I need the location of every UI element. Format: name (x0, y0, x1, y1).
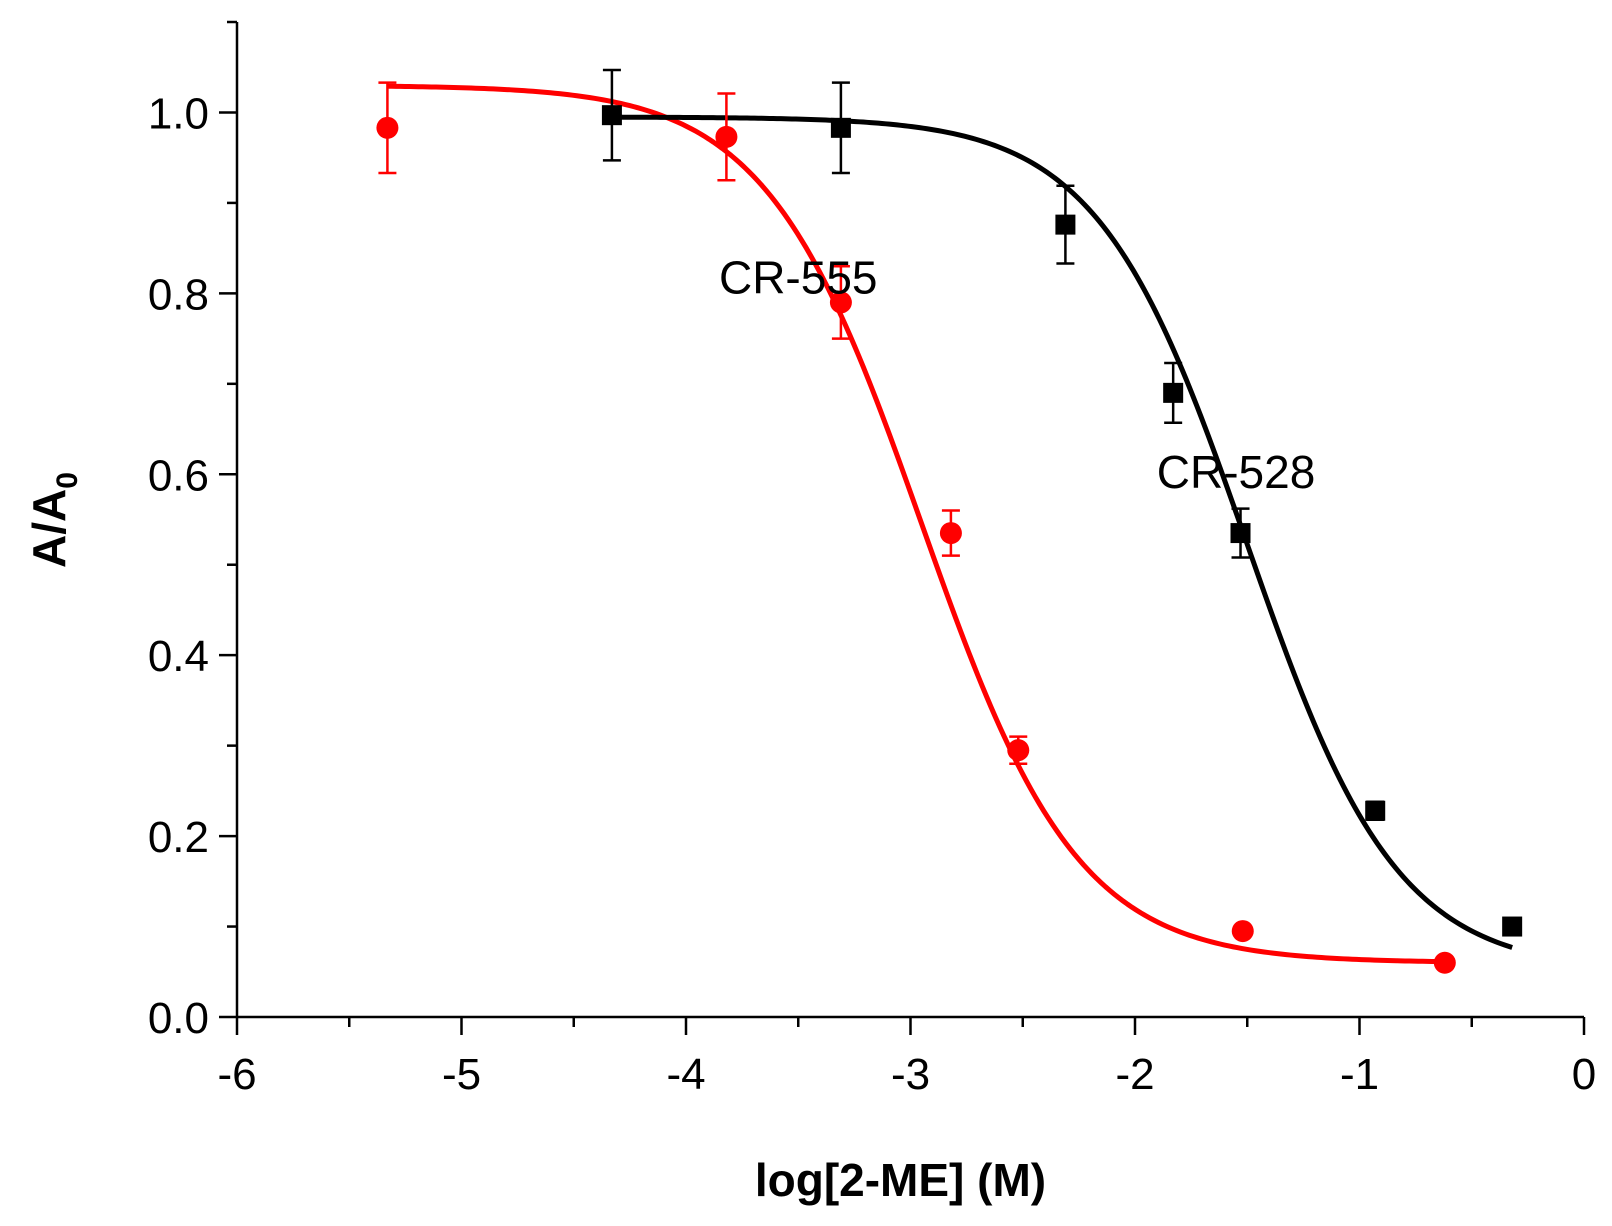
data-point-cr-528 (601, 105, 622, 126)
data-point-cr-528 (830, 117, 851, 138)
series-label-cr-555: CR-555 (719, 251, 878, 303)
y-tick-label: 1.0 (148, 89, 209, 138)
series-label-cr-528: CR-528 (1157, 446, 1316, 498)
labels: CR-555 CR-528 (719, 251, 1315, 497)
y-axis-title-main: A/A (23, 489, 75, 568)
y-axis-title-subscript: 0 (51, 472, 84, 489)
fit-curves (387, 83, 1513, 965)
x-axis-title: log[2-ME] (M) (755, 1154, 1046, 1206)
fit-curve-cr-528 (611, 114, 1513, 950)
x-tick-label: -2 (1115, 1050, 1154, 1099)
y-tick-label: 0.8 (148, 270, 209, 319)
data-point-cr-555 (1007, 739, 1030, 762)
data-point-cr-555 (1433, 951, 1456, 974)
x-tick-label: -3 (891, 1050, 930, 1099)
data-point-cr-555 (715, 125, 738, 148)
data-point-cr-528 (1163, 382, 1184, 403)
data-point-cr-528 (1502, 916, 1523, 937)
y-tick-label: 0.6 (148, 451, 209, 500)
data-point-cr-528 (1365, 800, 1386, 821)
y-tick-label: 0.0 (148, 994, 209, 1043)
data-point-cr-555 (1231, 920, 1254, 943)
data-point-cr-555 (829, 291, 852, 314)
data-points (376, 68, 1523, 974)
x-tick-label: -6 (217, 1050, 256, 1099)
x-tick-label: -4 (666, 1050, 705, 1099)
data-point-cr-528 (1055, 214, 1076, 235)
y-axis-title: A/A0 (23, 472, 84, 568)
axes: -6 -5 -4 -3 -2 -1 0 0.0 0.2 0.4 0.6 0.8 1.0 log[2-ME]… (23, 20, 1596, 1206)
x-tick-label: 0 (1572, 1050, 1596, 1099)
x-tick-label: -5 (442, 1050, 481, 1099)
y-tick-label: 0.4 (148, 632, 209, 681)
x-tick-label: -1 (1340, 1050, 1379, 1099)
data-point-cr-555 (939, 522, 962, 545)
y-tick-label: 0.2 (148, 813, 209, 862)
data-point-cr-555 (376, 116, 399, 139)
data-point-cr-528 (1230, 523, 1251, 544)
fit-curve-cr-555 (387, 83, 1445, 965)
